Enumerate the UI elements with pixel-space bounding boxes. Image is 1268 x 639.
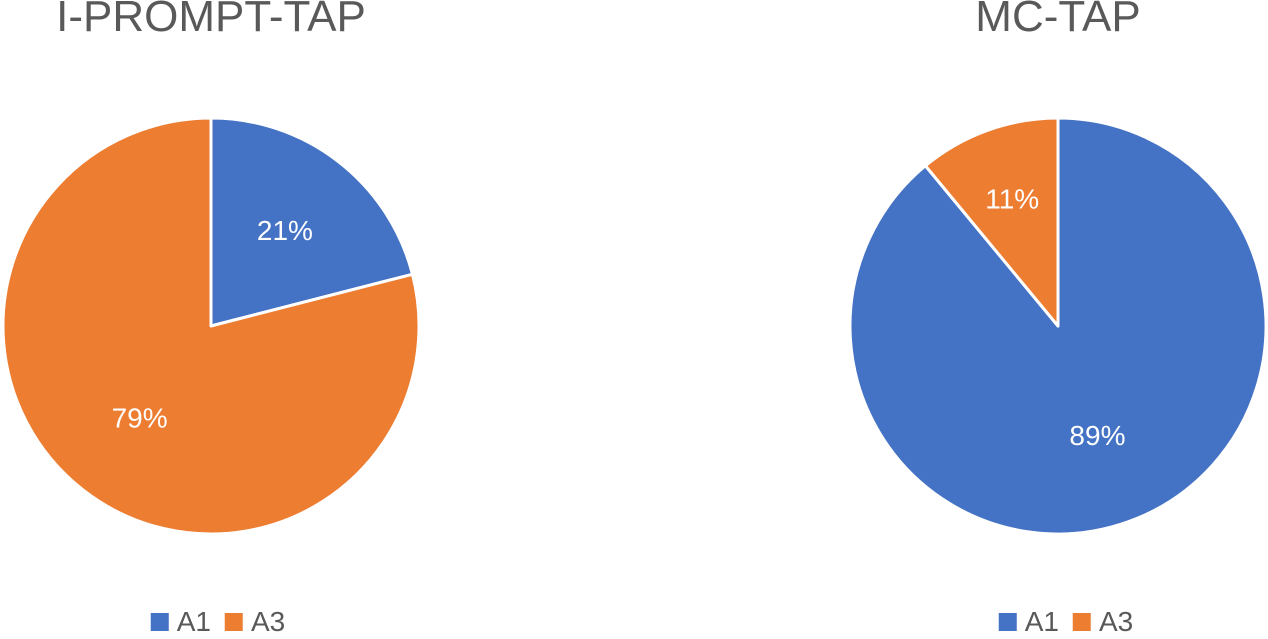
legend-i-prompt-tap: A1 A3 [150, 606, 285, 638]
legend-label-a3: A3 [1099, 606, 1134, 637]
legend-label-a1: A1 [1024, 606, 1059, 637]
chart-title-mc-tap: MC-TAP [975, 0, 1141, 41]
legend-item-a3: A3 [225, 606, 285, 638]
legend-swatch-a3 [1073, 613, 1091, 631]
legend-mc-tap: A1 A3 [998, 606, 1133, 638]
legend-item-a1: A1 [998, 606, 1059, 638]
pie-slice-a3 [923, 116, 1060, 328]
legend-swatch-a1 [998, 613, 1017, 631]
legend-label-a3: A3 [251, 606, 286, 637]
chart-title-i-prompt-tap: I-PROMPT-TAP [56, 0, 366, 41]
data-label-a1: 21% [257, 215, 313, 246]
legend-label-a1: A1 [176, 606, 211, 637]
data-label-a3: 11% [985, 183, 1039, 214]
legend-item-a1: A1 [150, 606, 211, 638]
legend-swatch-a1 [150, 613, 169, 631]
legend-item-a3: A3 [1073, 606, 1133, 638]
legend-swatch-a3 [225, 613, 243, 631]
pie-slice-a3 [1, 116, 421, 536]
data-label-a1: 89% [1069, 420, 1125, 451]
data-label-a3: 79% [112, 403, 168, 434]
pie-slice-a1 [209, 116, 414, 328]
